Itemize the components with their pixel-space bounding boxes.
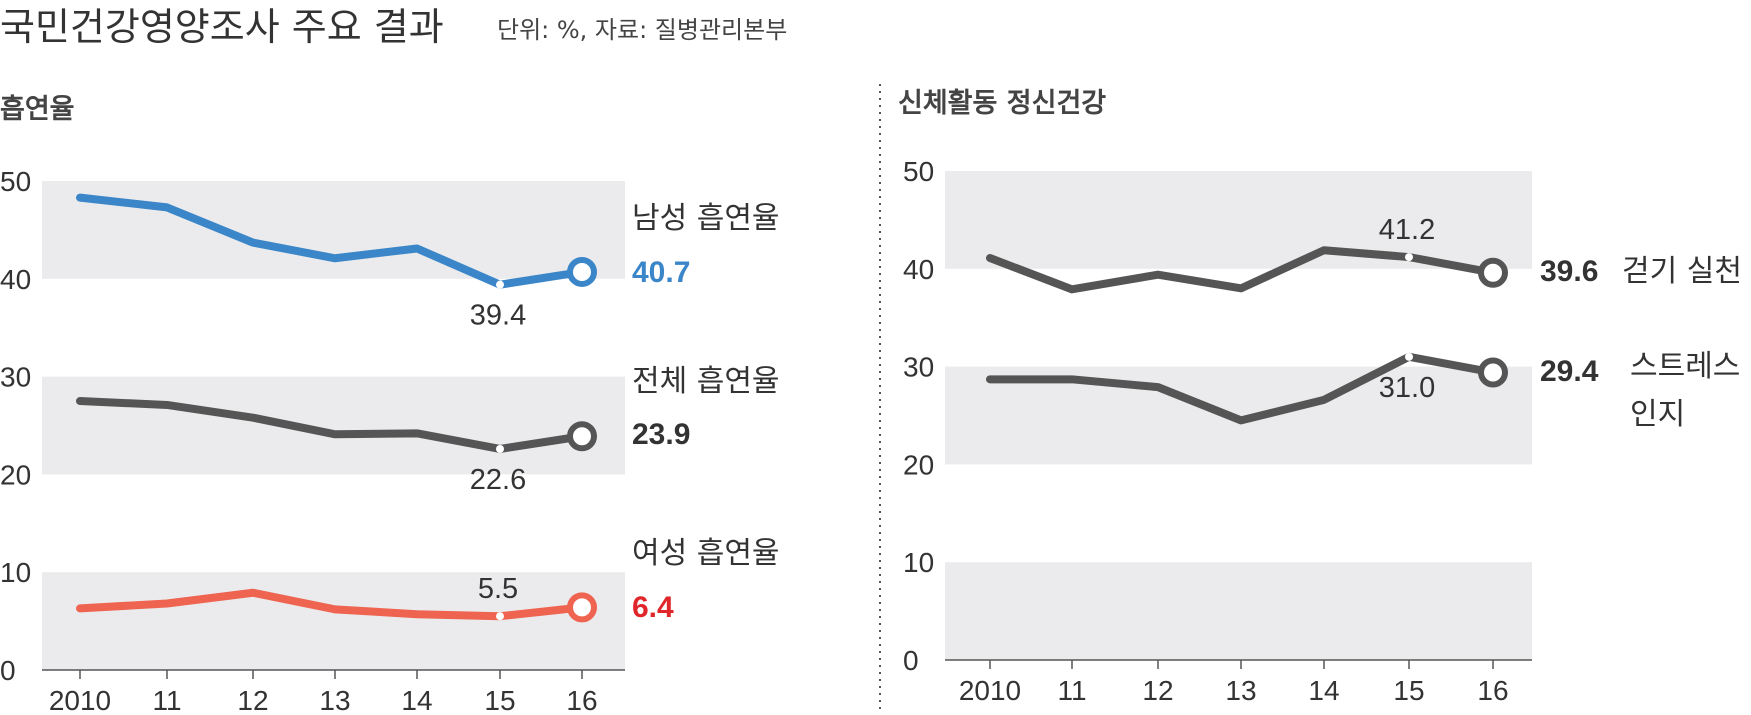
- x-tick-label: 11: [1057, 675, 1086, 706]
- activity-panel-title: 신체활동 정신건강: [898, 88, 1106, 119]
- end-point-marker: [567, 592, 597, 623]
- y-tick-label: 20: [903, 449, 934, 480]
- page-subtitle: 단위: %, 자료: 질병관리본부: [497, 16, 787, 44]
- series-label-male: 남성 흡연율: [632, 201, 780, 236]
- end-value-walking: 39.6: [1540, 255, 1598, 288]
- y-tick-label: 50: [0, 166, 31, 197]
- end-point-marker: [567, 256, 597, 287]
- y-tick-label: 10: [0, 557, 31, 588]
- end-point-marker: [1478, 257, 1508, 288]
- series-label-walking: 걷기 실천: [1622, 254, 1742, 289]
- activity-mental-chart: 신체활동 정신건강 0 10 20 30 40 50 2010 11 12 13 14 15 16 4…: [898, 88, 1742, 706]
- y-tick-label: 10: [903, 547, 934, 578]
- x-tick-label: 16: [1477, 675, 1508, 706]
- series-label-female: 여성 흡연율: [632, 536, 780, 571]
- end-point-marker: [1478, 357, 1508, 388]
- y-tick-label: 20: [0, 459, 31, 490]
- page-title: 국민건강영양조사 주요 결과: [0, 5, 444, 49]
- background-band: [42, 376, 625, 475]
- data-point-marker: [496, 280, 504, 289]
- x-tick-label: 2010: [49, 685, 111, 715]
- x-tick-label: 11: [152, 685, 181, 715]
- smoking-rate-chart: 흡연율 0 10 20 30 40 50 2010 11 12 13 14 15 16 39.4 22.…: [0, 94, 780, 715]
- background-band: [42, 181, 625, 279]
- y-tick-label: 50: [903, 156, 934, 187]
- series-label-total: 전체 흡연율: [632, 364, 780, 399]
- x-tick-label: 14: [1308, 675, 1339, 706]
- y-tick-label: 40: [903, 254, 934, 285]
- end-value-male: 40.7: [632, 256, 690, 289]
- y-tick-label: 40: [0, 264, 31, 295]
- y-tick-label: 30: [903, 352, 934, 383]
- x-tick-label: 12: [237, 685, 268, 715]
- background-band: [945, 171, 1532, 269]
- y-tick-label: 30: [0, 362, 31, 393]
- series-label-stress-line2: 인지: [1630, 397, 1685, 432]
- y-tick-label: 0: [0, 655, 16, 686]
- x-tick-label: 14: [401, 685, 432, 715]
- x-tick-label: 16: [566, 685, 597, 715]
- background-band: [945, 562, 1532, 660]
- data-label: 22.6: [470, 464, 526, 496]
- x-tick-label: 15: [1393, 675, 1424, 706]
- data-point-marker: [496, 612, 504, 621]
- data-label: 31.0: [1379, 372, 1435, 404]
- x-tick-label: 12: [1142, 675, 1173, 706]
- data-label: 41.2: [1379, 214, 1435, 246]
- data-point-marker: [1405, 253, 1413, 262]
- series-label-stress-line1: 스트레스: [1630, 349, 1740, 384]
- end-point-marker: [567, 421, 597, 452]
- background-band: [42, 572, 625, 670]
- data-label: 5.5: [478, 573, 518, 605]
- end-value-stress: 29.4: [1540, 355, 1599, 388]
- x-tick-label: 13: [1225, 675, 1256, 706]
- data-label: 39.4: [470, 300, 526, 332]
- x-tick-label: 15: [484, 685, 515, 715]
- end-value-total: 23.9: [632, 418, 690, 451]
- y-tick-label: 0: [903, 645, 919, 676]
- data-point-marker: [1405, 352, 1413, 361]
- data-point-marker: [496, 444, 504, 453]
- x-tick-label: 13: [319, 685, 350, 715]
- x-tick-label: 2010: [959, 675, 1021, 706]
- end-value-female: 6.4: [632, 591, 674, 624]
- smoking-panel-title: 흡연율: [0, 94, 75, 125]
